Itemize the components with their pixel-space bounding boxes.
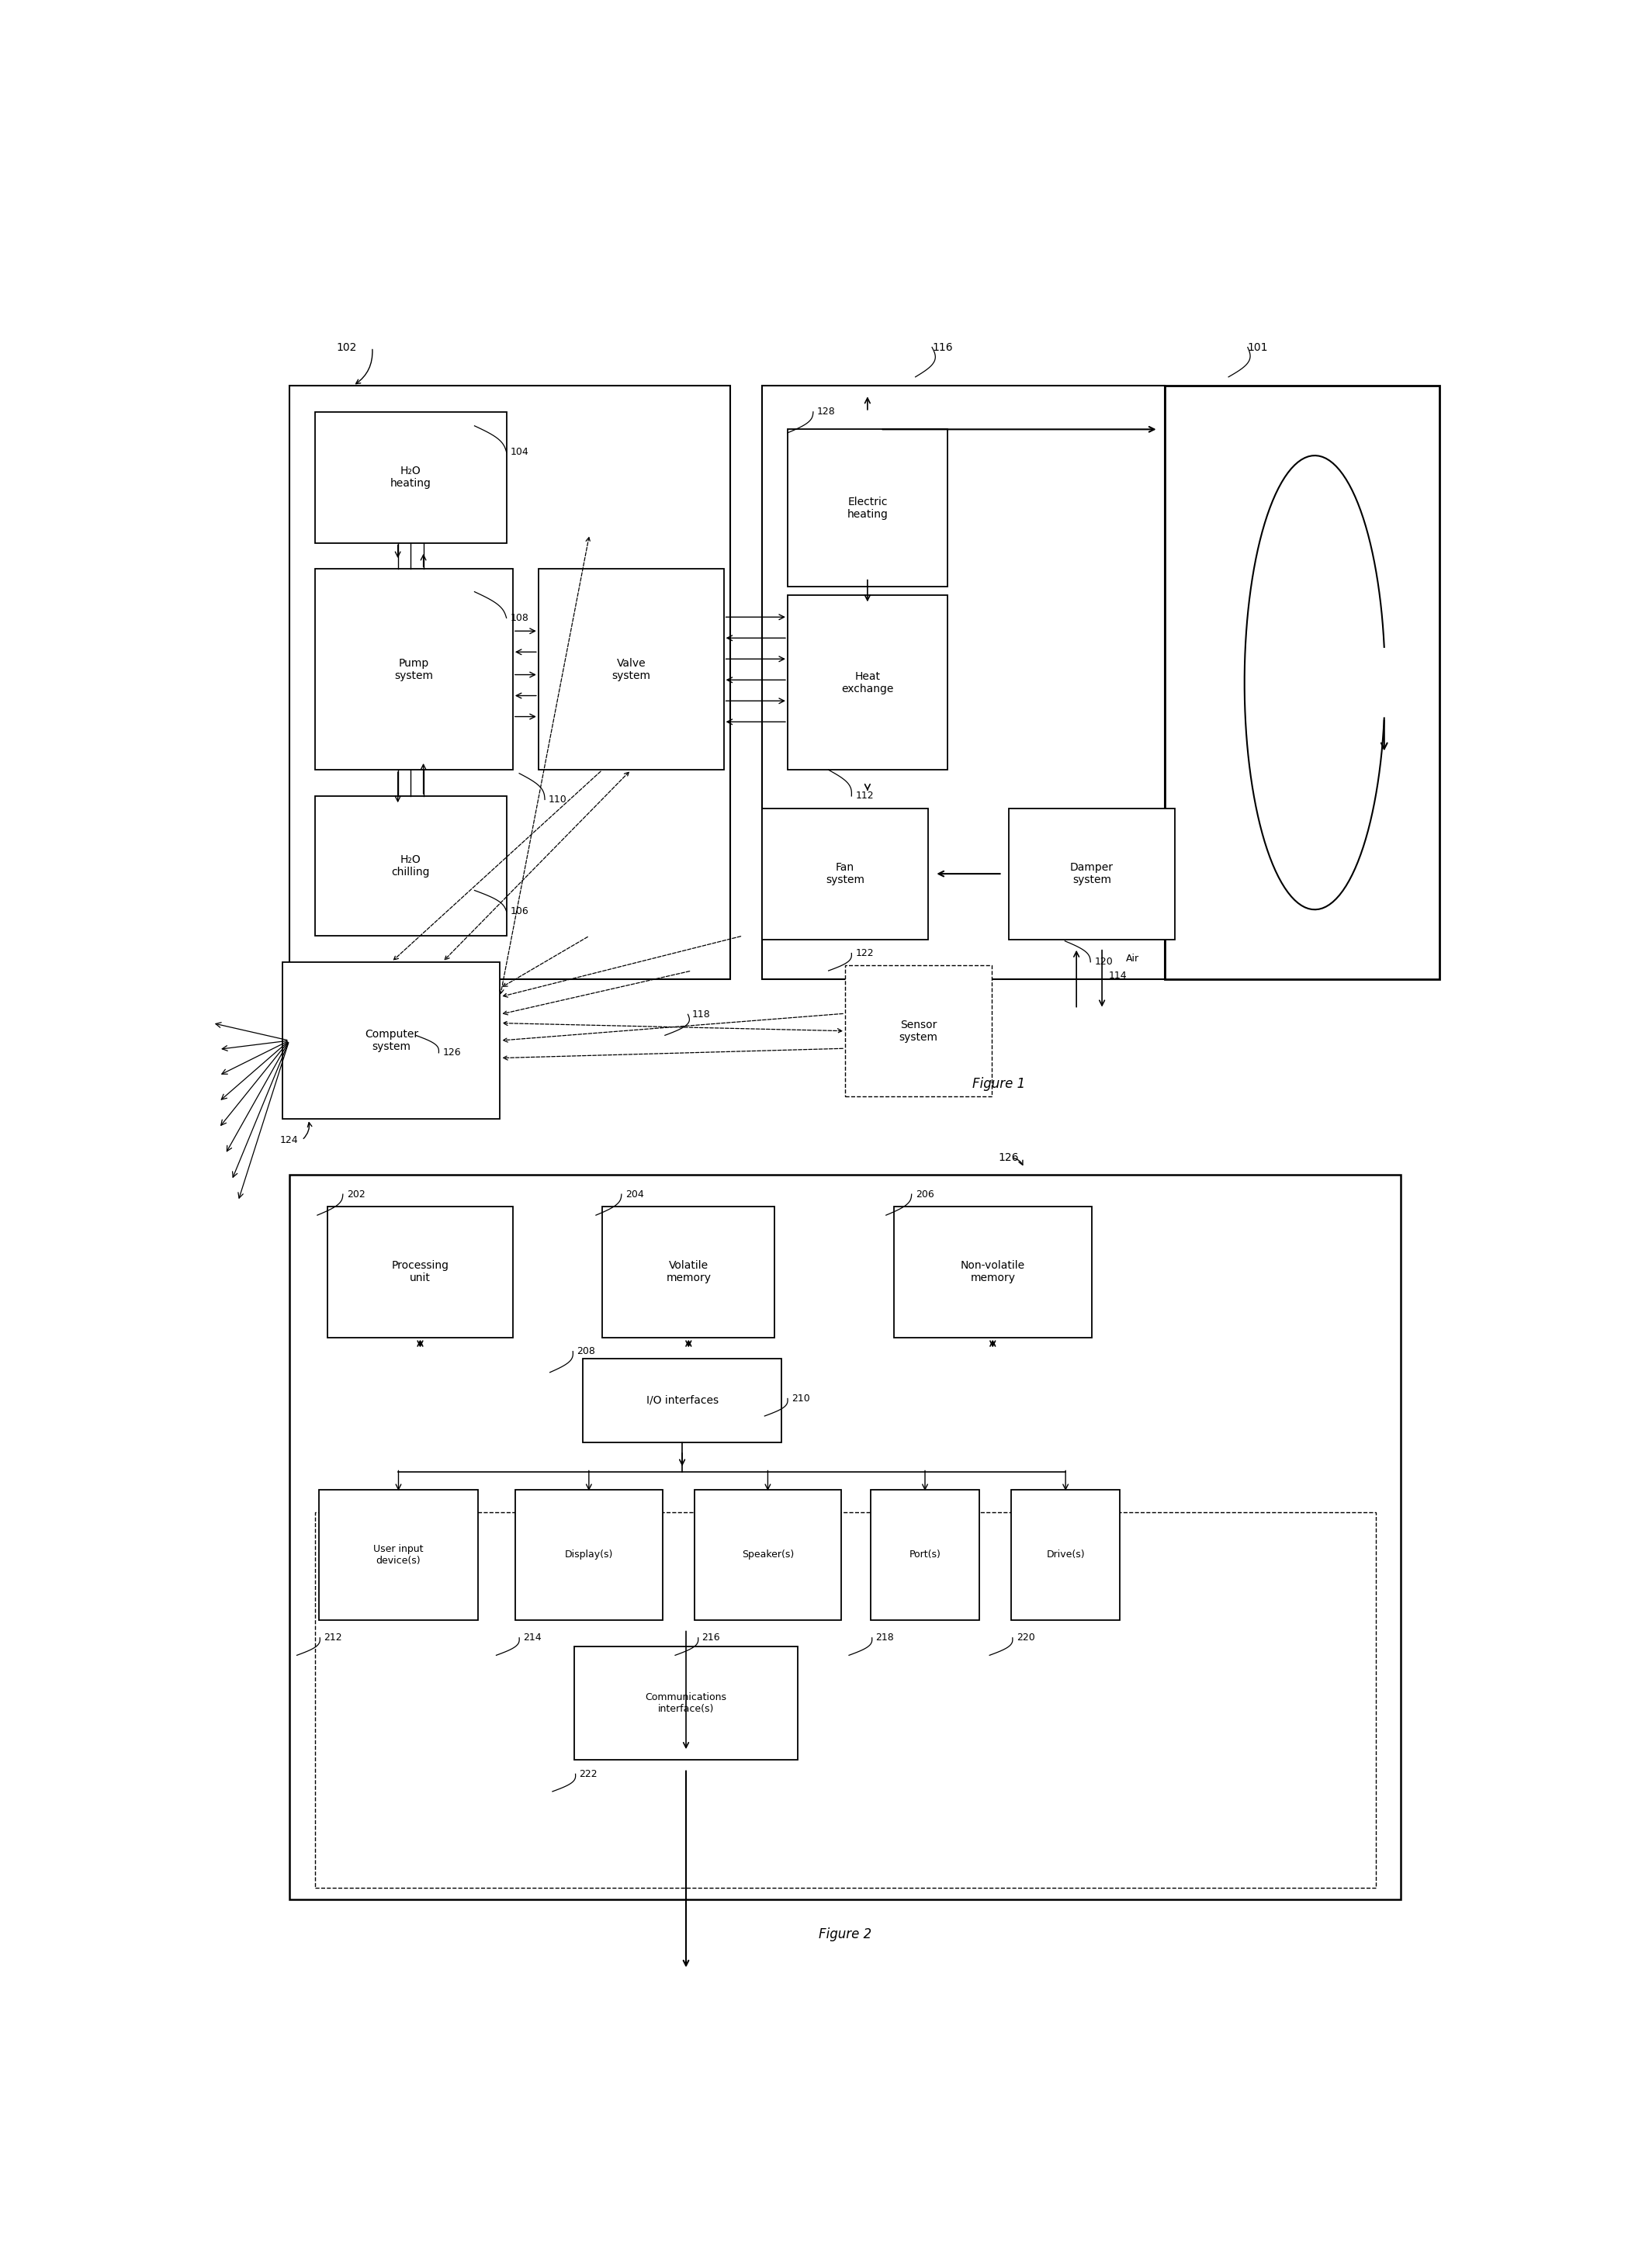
FancyBboxPatch shape (788, 594, 947, 769)
FancyBboxPatch shape (315, 1513, 1375, 1887)
Text: 126: 126 (999, 1152, 1019, 1163)
Text: 214: 214 (523, 1633, 541, 1642)
FancyBboxPatch shape (894, 1207, 1092, 1338)
FancyBboxPatch shape (315, 796, 506, 937)
FancyBboxPatch shape (289, 386, 731, 980)
Text: Computer
system: Computer system (364, 1030, 419, 1052)
Text: 116: 116 (932, 342, 953, 354)
FancyBboxPatch shape (315, 569, 513, 769)
Text: Non-volatile
memory: Non-volatile memory (960, 1261, 1026, 1284)
FancyBboxPatch shape (328, 1207, 513, 1338)
Text: 102: 102 (336, 342, 356, 354)
FancyBboxPatch shape (1164, 386, 1440, 980)
Text: 212: 212 (323, 1633, 341, 1642)
Text: 210: 210 (792, 1393, 810, 1404)
Text: User input
device(s): User input device(s) (373, 1545, 424, 1565)
Text: 128: 128 (816, 406, 836, 417)
Text: H₂O
chilling: H₂O chilling (391, 855, 430, 878)
Text: 202: 202 (346, 1188, 364, 1200)
Text: Damper
system: Damper system (1070, 862, 1113, 885)
FancyBboxPatch shape (762, 807, 928, 939)
Text: I/O interfaces: I/O interfaces (646, 1395, 719, 1406)
Text: Fan
system: Fan system (826, 862, 864, 885)
FancyBboxPatch shape (694, 1490, 841, 1619)
Text: 112: 112 (856, 792, 874, 801)
Text: Processing
unit: Processing unit (391, 1261, 449, 1284)
FancyBboxPatch shape (315, 413, 506, 542)
FancyBboxPatch shape (871, 1490, 980, 1619)
FancyBboxPatch shape (846, 966, 993, 1095)
Text: 120: 120 (1095, 957, 1113, 966)
Text: Air: Air (1126, 953, 1139, 964)
Text: 204: 204 (625, 1188, 643, 1200)
Text: 126: 126 (442, 1048, 460, 1057)
Text: H₂O
heating: H₂O heating (391, 465, 430, 490)
FancyBboxPatch shape (516, 1490, 663, 1619)
Text: Figure 1: Figure 1 (971, 1077, 1026, 1091)
Text: 101: 101 (1248, 342, 1268, 354)
Text: 122: 122 (856, 948, 874, 959)
Text: 208: 208 (577, 1347, 595, 1356)
Text: 104: 104 (510, 447, 529, 458)
FancyBboxPatch shape (284, 962, 500, 1118)
Text: 124: 124 (280, 1134, 298, 1145)
Text: Communications
interface(s): Communications interface(s) (645, 1692, 727, 1715)
Text: Drive(s): Drive(s) (1047, 1549, 1085, 1560)
Text: 108: 108 (510, 612, 529, 624)
FancyBboxPatch shape (584, 1359, 782, 1442)
Text: 118: 118 (693, 1009, 711, 1018)
Text: 106: 106 (510, 907, 529, 916)
FancyBboxPatch shape (1011, 1490, 1120, 1619)
Text: Electric
heating: Electric heating (848, 497, 889, 519)
Text: 216: 216 (702, 1633, 721, 1642)
FancyBboxPatch shape (574, 1647, 798, 1760)
Text: Valve
system: Valve system (612, 658, 650, 680)
FancyBboxPatch shape (1009, 807, 1174, 939)
Text: Figure 2: Figure 2 (818, 1928, 872, 1941)
Text: Port(s): Port(s) (909, 1549, 942, 1560)
Text: Display(s): Display(s) (564, 1549, 613, 1560)
Text: 222: 222 (579, 1769, 597, 1778)
Text: 220: 220 (1016, 1633, 1036, 1642)
Text: Pump
system: Pump system (394, 658, 434, 680)
Text: Volatile
memory: Volatile memory (666, 1261, 711, 1284)
Text: 218: 218 (876, 1633, 894, 1642)
Text: 114: 114 (1108, 971, 1126, 982)
Text: Heat
exchange: Heat exchange (841, 671, 894, 694)
FancyBboxPatch shape (289, 1175, 1402, 1901)
Text: Speaker(s): Speaker(s) (742, 1549, 793, 1560)
FancyBboxPatch shape (318, 1490, 478, 1619)
Text: Sensor
system: Sensor system (899, 1018, 938, 1043)
FancyBboxPatch shape (762, 386, 1164, 980)
FancyBboxPatch shape (602, 1207, 775, 1338)
Text: 206: 206 (915, 1188, 933, 1200)
FancyBboxPatch shape (788, 429, 947, 587)
FancyBboxPatch shape (538, 569, 724, 769)
Text: 110: 110 (549, 794, 567, 805)
